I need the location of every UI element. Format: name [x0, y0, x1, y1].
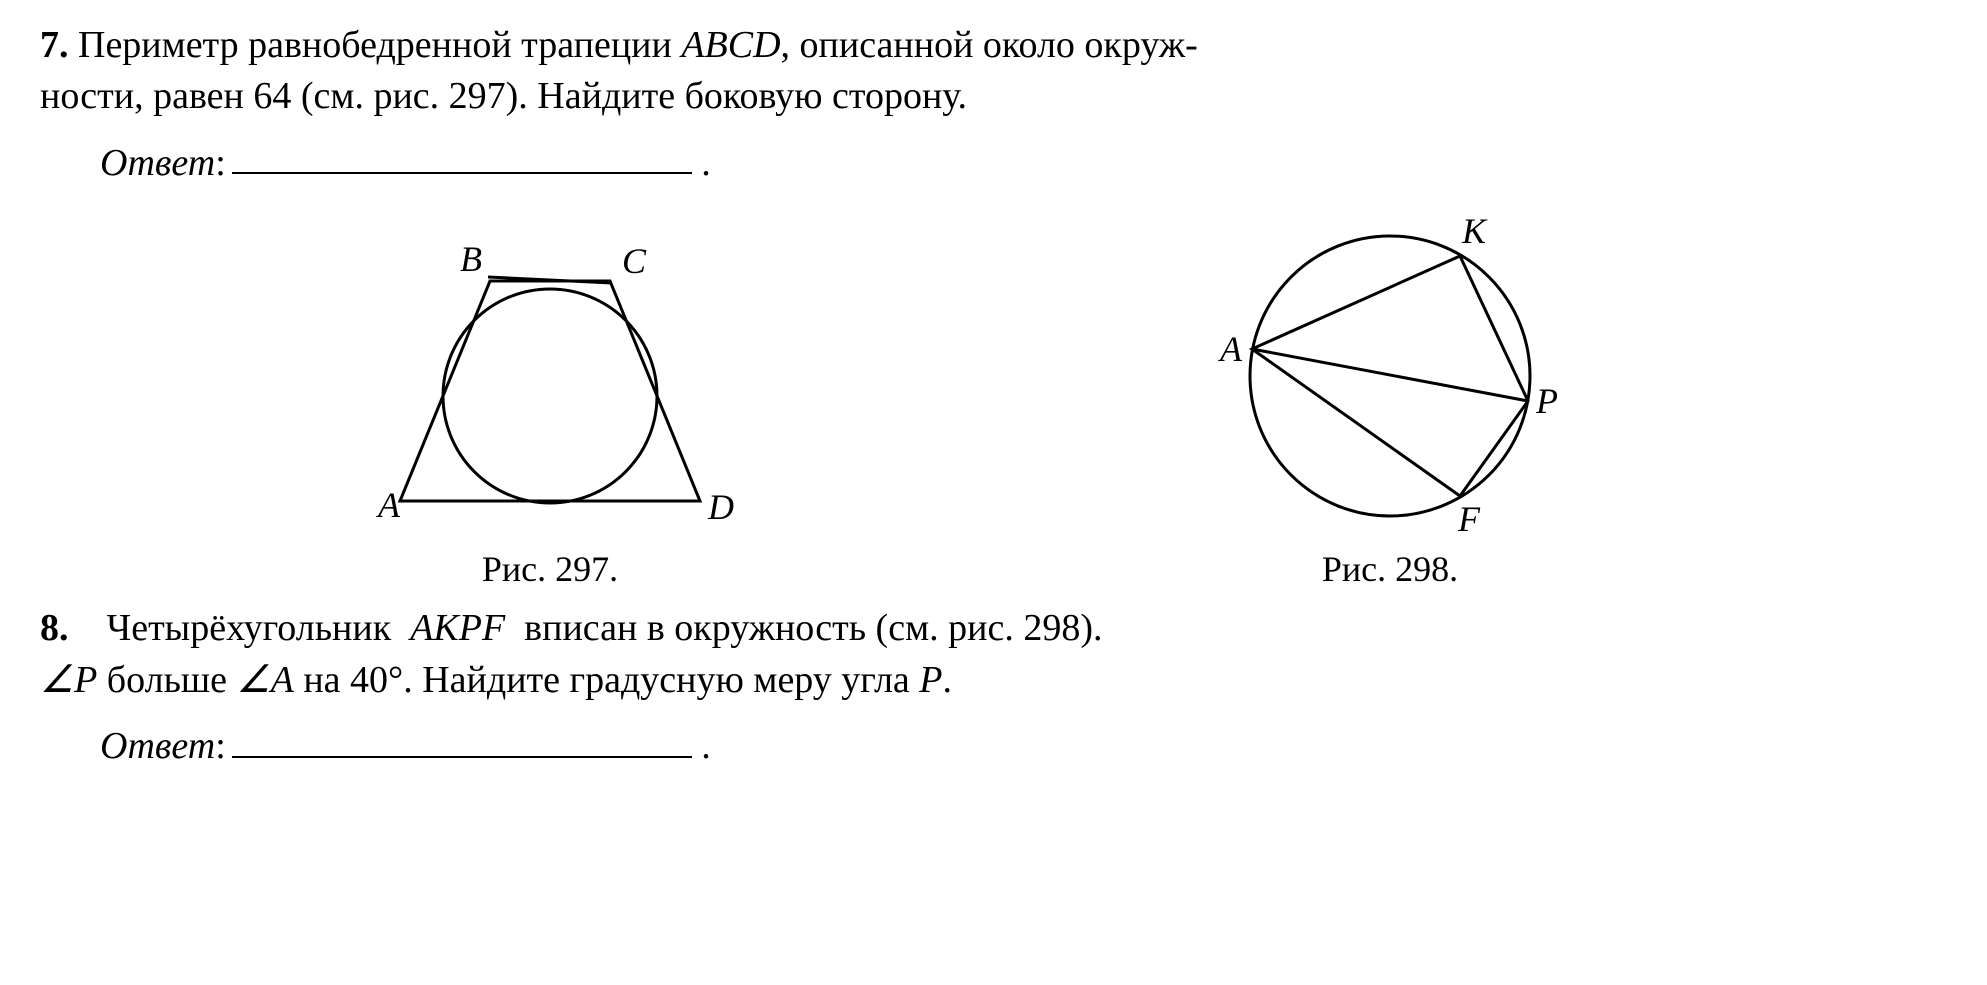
problem-8-part2: вписан в окружность (см. рис. 298).	[515, 607, 1103, 649]
angle-P-end: P	[919, 659, 942, 701]
angle-A: ∠A	[237, 659, 294, 701]
label-P: P	[1535, 381, 1558, 421]
problem-7-part2: , описанной около окруж-	[781, 24, 1198, 66]
problem-8-mid: больше	[97, 659, 236, 701]
label-K: K	[1461, 211, 1488, 251]
problem-8-period: .	[943, 659, 953, 701]
answer-7-blank[interactable]	[232, 131, 692, 175]
problem-8-part3: на 40°. Найдите градусную меру угла	[294, 659, 919, 701]
label-A: A	[376, 485, 401, 525]
problem-7-number: 7.	[40, 24, 69, 66]
figure-297-svg: A B C D	[340, 221, 760, 541]
figure-298-svg: A K P F	[1180, 201, 1600, 541]
label-D: D	[707, 487, 734, 527]
angle-P: ∠P	[40, 659, 97, 701]
figure-298-caption: Рис. 298.	[1322, 545, 1458, 594]
figure-297-caption: Рис. 297.	[482, 545, 618, 594]
label-C: C	[622, 241, 647, 281]
quad-name: AKPF	[410, 607, 505, 649]
figure-298: A K P F Рис. 298.	[1180, 201, 1600, 594]
figures-row: A B C D Рис. 297. A K P F Рис. 298.	[340, 201, 1947, 594]
label-A2: A	[1218, 329, 1243, 369]
answer-7-label: Ответ	[100, 141, 215, 183]
problem-8-part1: Четырёхугольник	[107, 607, 401, 649]
problem-7-part1: Периметр равнобедренной трапеции	[78, 24, 681, 66]
problem-7-text: 7. Периметр равнобедренной трапеции ABCD…	[40, 20, 1947, 123]
page-container: 7. Периметр равнобедренной трапеции ABCD…	[0, 0, 1987, 985]
problem-8-text: 8. Четырёхугольник AKPF вписан в окружно…	[40, 603, 1947, 706]
answer-7-line: Ответ: .	[100, 131, 1947, 189]
answer-8-line: Ответ: .	[100, 714, 1947, 772]
label-B: B	[460, 239, 482, 279]
figure-297: A B C D Рис. 297.	[340, 221, 760, 594]
problem-7-line2: ности, равен 64 (см. рис. 297). Найдите …	[40, 75, 967, 117]
answer-8-label: Ответ	[100, 725, 215, 767]
label-F: F	[1457, 499, 1481, 539]
trapezoid-name: ABCD	[681, 24, 780, 66]
answer-8-blank[interactable]	[232, 714, 692, 758]
problem-8-number: 8.	[40, 607, 69, 649]
